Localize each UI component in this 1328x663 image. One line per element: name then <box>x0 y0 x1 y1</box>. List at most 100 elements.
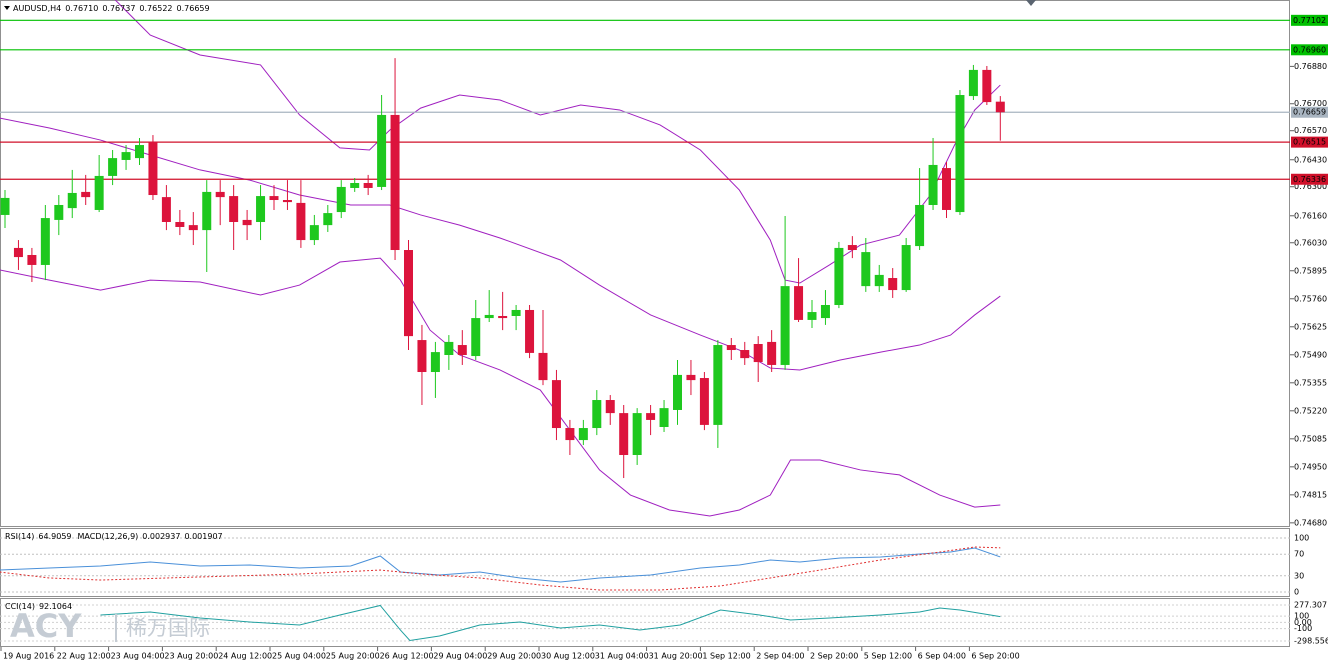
cci-header: CCI(14) 92.1064 <box>5 602 72 611</box>
candle-body <box>901 245 911 291</box>
y-tick-label: 0.75085 <box>1294 434 1327 443</box>
candle-body <box>81 191 91 198</box>
candle-body <box>404 250 413 337</box>
candle-body <box>296 202 306 241</box>
candle-body <box>619 413 629 456</box>
candle-body <box>982 69 992 103</box>
candle-body <box>13 247 23 258</box>
cci-value: 92.1064 <box>39 602 72 611</box>
candle-body <box>632 413 642 456</box>
candle-body <box>578 428 588 441</box>
x-tick-label: 31 Aug 20:00 <box>649 652 703 661</box>
candle-body <box>726 345 736 351</box>
y-tick-label: 0.76160 <box>1294 211 1327 220</box>
candle-body <box>538 352 548 381</box>
open: 0.76710 <box>65 4 98 13</box>
candle-body <box>888 278 898 291</box>
level-label: 0.77102 <box>1293 16 1326 25</box>
rsi-line <box>0 547 1001 583</box>
candle-body <box>215 191 225 198</box>
cci-tick-label: -100 <box>1294 624 1312 633</box>
rsi-value: 64.9059 <box>38 532 71 541</box>
close: 0.76659 <box>177 4 210 13</box>
y-tick-label: 0.74680 <box>1294 518 1327 527</box>
level-label-bg <box>1291 173 1328 185</box>
candle-body <box>202 191 212 231</box>
candle-body <box>753 344 763 363</box>
candle-body <box>484 314 494 319</box>
level-label: 0.76659 <box>1293 108 1326 117</box>
symbol: AUDUSD,H4 <box>13 4 61 13</box>
cci-tick-label: 0.00 <box>1294 618 1312 627</box>
candle-body <box>108 158 118 176</box>
candle-body <box>713 345 723 425</box>
candle-body <box>471 318 481 357</box>
candle-body <box>928 164 938 205</box>
candle-body <box>525 309 535 353</box>
candle-body <box>444 341 454 355</box>
candle-body <box>699 378 709 425</box>
x-tick-label: 6 Sep 20:00 <box>971 652 1019 661</box>
watermark-sub: 稀万国际 <box>126 616 210 640</box>
y-tick-label: 0.75355 <box>1294 378 1327 387</box>
candle-body <box>511 309 521 316</box>
candle-body <box>121 152 131 160</box>
rsi-tick-label: 100 <box>1294 534 1309 543</box>
y-tick-label: 0.76030 <box>1294 238 1327 247</box>
candle-body <box>820 304 830 319</box>
candle-body <box>269 196 279 201</box>
rsi-tick-label: 70 <box>1294 550 1304 559</box>
x-tick-label: 25 Aug 04:00 <box>272 652 326 661</box>
candle-body <box>417 340 427 373</box>
candle-body <box>0 197 10 215</box>
x-tick-label: 31 Aug 04:00 <box>595 652 649 661</box>
y-tick-label: 0.76880 <box>1294 62 1327 71</box>
macd-label: MACD(12,26,9) <box>78 532 139 541</box>
candle-body <box>242 219 252 226</box>
level-label-bg <box>1291 14 1328 26</box>
cci-tick-label: -298.5566 <box>1294 637 1328 646</box>
x-tick-label: 5 Sep 12:00 <box>864 652 912 661</box>
candle-body <box>67 192 77 209</box>
candle-body <box>955 95 965 213</box>
candle-body <box>40 218 50 265</box>
candle-body <box>605 400 615 414</box>
y-tick-label: 0.75760 <box>1294 294 1327 303</box>
candle-body <box>646 413 656 420</box>
candle-body <box>794 286 804 320</box>
menu-arrow <box>4 6 10 10</box>
x-tick-label: 2 Sep 20:00 <box>810 652 858 661</box>
candle-body <box>309 225 319 241</box>
candle-body <box>363 182 373 188</box>
y-tick-label: 0.75220 <box>1294 406 1327 415</box>
y-tick-label: 0.74950 <box>1294 462 1327 471</box>
x-tick-label: 23 Aug 20:00 <box>164 652 218 661</box>
x-tick-label: 26 Aug 12:00 <box>380 652 434 661</box>
level-label-bg <box>1291 136 1328 148</box>
cci-label: CCI(14) <box>5 602 35 611</box>
candle-body <box>161 197 171 223</box>
candle-body <box>148 141 158 196</box>
y-tick-label: 0.76700 <box>1294 99 1327 108</box>
rsi-label: RSI(14) <box>5 532 34 541</box>
candle-body <box>175 222 185 227</box>
candle-body <box>54 204 64 220</box>
candle-body <box>847 245 857 251</box>
candle-body <box>323 213 333 226</box>
level-label: 0.76515 <box>1293 138 1326 147</box>
rsi-tick-label: 30 <box>1294 571 1304 580</box>
x-tick-label: 25 Aug 20:00 <box>326 652 380 661</box>
candle-body <box>282 200 292 203</box>
level-label-bg <box>1291 106 1328 118</box>
x-tick-label: 19 Aug 2016 <box>3 652 54 661</box>
low: 0.76522 <box>139 4 172 13</box>
macd-signal-line <box>0 546 1001 591</box>
cci-line <box>100 604 1001 641</box>
candle-body <box>390 114 400 251</box>
middle-band <box>0 117 1001 371</box>
y-tick-label: 0.75625 <box>1294 322 1327 331</box>
candle-body <box>551 380 561 429</box>
symbol-header: AUDUSD,H4 0.76710 0.76737 0.76522 0.76659 <box>13 4 210 13</box>
